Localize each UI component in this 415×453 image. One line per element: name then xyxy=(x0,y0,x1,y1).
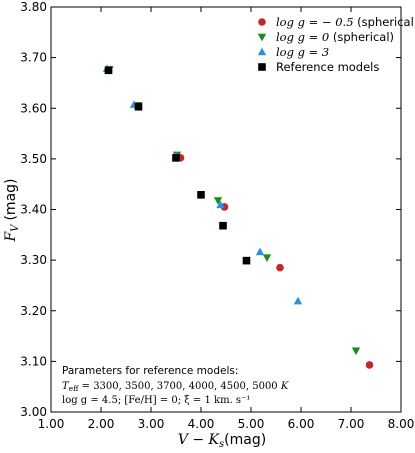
y-tick-label: 3.70 xyxy=(20,51,47,65)
x-axis-label-sub: s xyxy=(219,439,224,450)
y-tick-label: 3.40 xyxy=(20,203,47,217)
y-tick-label: 3.30 xyxy=(20,253,47,267)
data-point-square xyxy=(197,191,205,199)
data-point-triangle-down xyxy=(213,197,223,205)
x-tick-label: 4.00 xyxy=(188,417,215,431)
data-point-square xyxy=(104,66,113,75)
x-tick-label: 1.00 xyxy=(38,417,65,431)
x-tick-label: 5.00 xyxy=(238,417,265,431)
data-marks xyxy=(102,64,374,369)
y-tick-label: 3.00 xyxy=(20,405,47,419)
data-point-triangle-down xyxy=(262,254,272,262)
y-axis-label: FV(mag) xyxy=(3,179,21,243)
legend-marker-triangle-up xyxy=(257,47,267,56)
data-point-square xyxy=(172,154,180,162)
y-tick-label: 3.20 xyxy=(20,304,47,318)
data-point-circle xyxy=(276,263,284,272)
y-axis-label-sub: V xyxy=(10,223,21,232)
data-point-triangle-up xyxy=(216,200,225,209)
x-axis-label: V − Ks(mag) xyxy=(178,432,266,450)
reference-parameters-note: Parameters for reference models: Teff = … xyxy=(62,365,289,406)
legend-label: log g = 0 (spherical) xyxy=(276,30,394,44)
axis-ticks: 1.00 2.00 3.00 4.00 5.00 6.00 7.00 8.00 3.00 3.10… xyxy=(20,0,414,431)
legend-marker-circle xyxy=(258,18,266,26)
legend-marker-square xyxy=(258,63,266,71)
legend-label: log g = − 0.5 (spherical) xyxy=(276,15,415,29)
x-tick-label: 8.00 xyxy=(388,417,415,431)
y-tick-label: 3.80 xyxy=(20,0,47,14)
y-tick-label: 3.60 xyxy=(20,101,47,115)
y-tick-label: 3.10 xyxy=(20,354,47,368)
data-point-triangle-up xyxy=(255,247,265,256)
data-point-triangle-up xyxy=(293,296,303,305)
y-tick-label: 3.50 xyxy=(20,152,47,166)
data-point-square xyxy=(242,256,251,265)
x-tick-label: 3.00 xyxy=(138,417,165,431)
x-tick-label: 6.00 xyxy=(288,417,315,431)
x-tick-label: 7.00 xyxy=(338,417,365,431)
note-line-3: log g = 4.5; [Fe/H] = 0; ξ = 1 km. s⁻¹ xyxy=(62,395,250,406)
legend-label: log g = 3 xyxy=(276,45,329,59)
note-line-1: Parameters for reference models: xyxy=(62,365,238,377)
legend-marker-triangle-down xyxy=(257,33,267,42)
x-tick-label: 2.00 xyxy=(88,417,115,431)
legend-label: Reference models xyxy=(276,60,379,74)
note-line-2: Teff = 3300, 3500, 3700, 4000, 4500, 500… xyxy=(62,381,289,393)
data-point-square xyxy=(134,102,143,111)
legend: log g = − 0.5 (spherical)log g = 0 (sphe… xyxy=(257,15,415,74)
data-point-square xyxy=(219,221,227,230)
data-point-triangle-down xyxy=(351,347,361,356)
data-point-circle xyxy=(365,361,374,369)
